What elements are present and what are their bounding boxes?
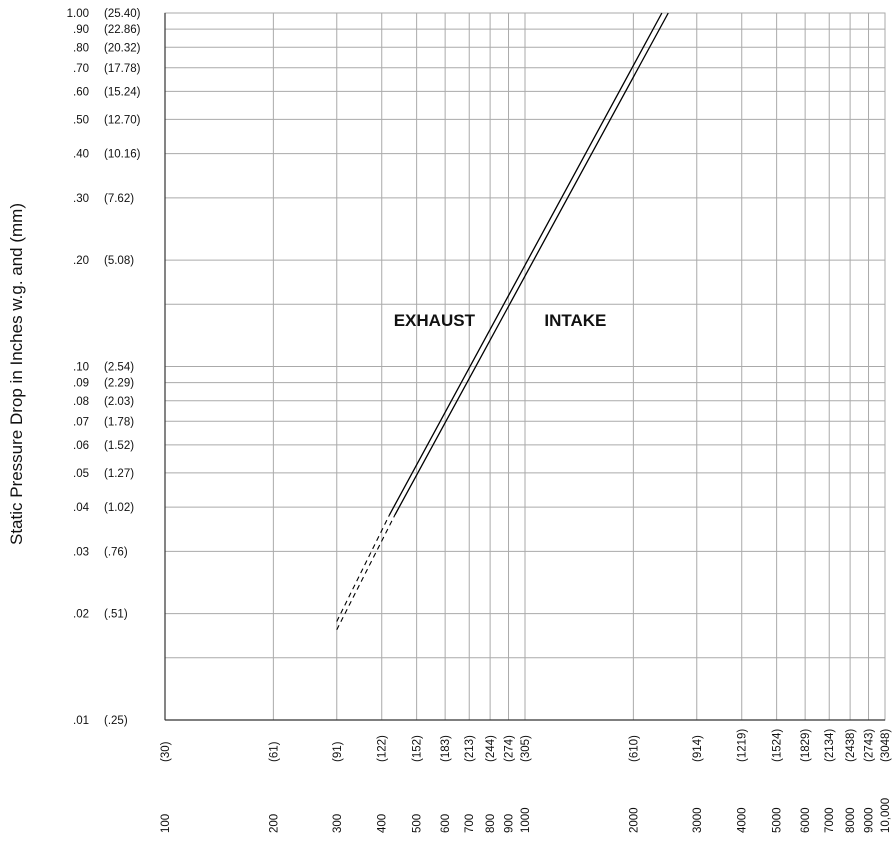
x-tick-label-mm: (2134) bbox=[824, 729, 836, 762]
x-tick-label-mm: (183) bbox=[440, 735, 452, 762]
x-tick-label: 900 bbox=[504, 814, 516, 833]
y-tick-label-mm: (2.29) bbox=[104, 378, 134, 390]
x-tick-label: 100 bbox=[160, 814, 172, 833]
y-tick-label: .60 bbox=[73, 86, 89, 98]
y-tick-label: .01 bbox=[73, 715, 89, 727]
x-tick-label: 9000 bbox=[864, 807, 876, 833]
x-tick-label-mm: (61) bbox=[268, 741, 280, 762]
y-tick-label: .70 bbox=[73, 63, 89, 75]
x-tick-label-mm: (1219) bbox=[737, 729, 749, 762]
y-axis-label: Static Pressure Drop in Inches w.g. and … bbox=[7, 203, 26, 545]
y-tick-label-mm: (25.40) bbox=[104, 8, 141, 20]
y-tick-label-mm: (1.27) bbox=[104, 468, 134, 480]
y-tick-label-mm: (17.78) bbox=[104, 63, 141, 75]
x-tick-label: 3000 bbox=[692, 807, 704, 833]
y-tick-label: .08 bbox=[73, 396, 89, 408]
y-tick-label-mm: (7.62) bbox=[104, 193, 134, 205]
x-tick-label-mm: (274) bbox=[504, 735, 516, 762]
intake-line bbox=[394, 12, 669, 516]
y-tick-label: .20 bbox=[73, 255, 89, 267]
x-tick-label: 10,000 bbox=[880, 798, 892, 833]
x-tick-label-mm: (1524) bbox=[772, 729, 784, 762]
y-tick-label: .50 bbox=[73, 114, 89, 126]
x-tick-label: 400 bbox=[377, 814, 389, 833]
x-tick-label-mm: (2743) bbox=[864, 729, 876, 762]
x-tick-label-mm: (2438) bbox=[845, 729, 857, 762]
x-tick-label: 600 bbox=[440, 814, 452, 833]
y-tick-label: 1.00 bbox=[67, 8, 89, 20]
y-tick-label-mm: (5.08) bbox=[104, 255, 134, 267]
x-tick-label-mm: (30) bbox=[160, 741, 172, 762]
x-tick-label-mm: (914) bbox=[692, 735, 704, 762]
y-tick-label: .80 bbox=[73, 42, 89, 54]
y-tick-label: .05 bbox=[73, 468, 89, 480]
y-tick-label-mm: (.51) bbox=[104, 609, 128, 621]
x-tick-label: 800 bbox=[485, 814, 497, 833]
annotations: EXHAUST INTAKE bbox=[394, 311, 607, 330]
y-tick-label-mm: (12.70) bbox=[104, 114, 141, 126]
series-lines bbox=[336, 12, 669, 631]
x-tick-label: 200 bbox=[268, 814, 280, 833]
x-tick-label-mm: (3048) bbox=[880, 729, 892, 762]
y-tick-label-mm: (1.02) bbox=[104, 502, 134, 514]
x-tick-label: 4000 bbox=[737, 807, 749, 833]
y-tick-label: .07 bbox=[73, 416, 89, 428]
y-tick-label: .06 bbox=[73, 440, 89, 452]
x-tick-label: 500 bbox=[412, 814, 424, 833]
y-tick-label: .90 bbox=[73, 24, 89, 36]
y-tick-label-mm: (15.24) bbox=[104, 86, 141, 98]
x-tick-label-mm: (305) bbox=[520, 735, 532, 762]
y-tick-label: .03 bbox=[73, 546, 89, 558]
y-tick-label-mm: (.76) bbox=[104, 546, 128, 558]
intake-line-dashed bbox=[336, 514, 396, 631]
x-tick-label: 1000 bbox=[520, 807, 532, 833]
intake-label: INTAKE bbox=[544, 311, 606, 330]
y-tick-label: .30 bbox=[73, 193, 89, 205]
y-tick-label: .10 bbox=[73, 362, 89, 374]
y-tick-label: .09 bbox=[73, 378, 89, 390]
y-tick-label-mm: (22.86) bbox=[104, 24, 141, 36]
x-tick-label-mm: (152) bbox=[412, 735, 424, 762]
x-tick-label: 2000 bbox=[628, 807, 640, 833]
y-tick-label: .40 bbox=[73, 149, 89, 161]
y-tick-label-mm: (1.52) bbox=[104, 440, 134, 452]
x-tick-label: 8000 bbox=[845, 807, 857, 833]
x-tick-label: 5000 bbox=[772, 807, 784, 833]
x-tick-label-mm: (213) bbox=[464, 735, 476, 762]
x-tick-label-mm: (244) bbox=[485, 735, 497, 762]
x-tick-label-mm: (91) bbox=[332, 741, 344, 762]
y-tick-label-mm: (10.16) bbox=[104, 149, 141, 161]
y-tick-labels: 1.00 (25.40) .90 (22.86) .80 (20.32) .70 (17.78… bbox=[67, 8, 141, 727]
y-tick-label-mm: (2.03) bbox=[104, 396, 134, 408]
y-tick-label-mm: (2.54) bbox=[104, 362, 134, 374]
exhaust-line-dashed bbox=[336, 514, 390, 622]
y-tick-label: .04 bbox=[73, 502, 90, 514]
x-tick-label: 700 bbox=[464, 814, 476, 833]
y-tick-label-mm: (20.32) bbox=[104, 42, 141, 54]
exhaust-label: EXHAUST bbox=[394, 311, 476, 330]
grid bbox=[164, 12, 886, 721]
x-tick-label: 7000 bbox=[824, 807, 836, 833]
x-tick-label-mm: (610) bbox=[628, 735, 640, 762]
exhaust-line bbox=[388, 12, 663, 516]
x-tick-label-mm: (122) bbox=[377, 735, 389, 762]
y-tick-label-mm: (.25) bbox=[104, 715, 128, 727]
x-tick-label: 300 bbox=[332, 814, 344, 833]
y-tick-label: .02 bbox=[73, 609, 89, 621]
y-tick-label-mm: (1.78) bbox=[104, 416, 134, 428]
x-tick-label: 6000 bbox=[800, 807, 812, 833]
x-tick-label-mm: (1829) bbox=[800, 729, 812, 762]
x-tick-labels: (30) 100 (61) 200 (91) 300 (122) 400 (152) 500 (18… bbox=[160, 729, 892, 833]
